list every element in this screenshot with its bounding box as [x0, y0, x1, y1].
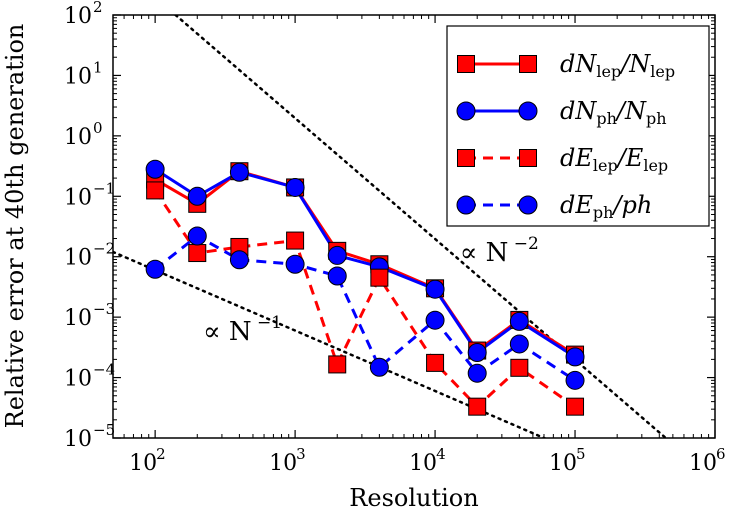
y-tick-exponent: −4 [93, 361, 115, 379]
legend-marker [456, 101, 476, 121]
y-tick-exponent: 0 [93, 119, 103, 137]
y-tick-exponent: −5 [93, 421, 115, 439]
x-tick-exponent: 2 [156, 445, 166, 463]
y-tick-label: 10 [64, 306, 92, 331]
reference-line [174, 15, 668, 438]
reference-lines [113, 15, 668, 438]
legend-marker [519, 55, 537, 73]
x-tick-label: 10 [129, 451, 157, 476]
y-tick-exponent: 1 [93, 58, 103, 76]
slope-annotation-exponent: −1 [257, 313, 282, 333]
data-point [369, 357, 389, 377]
legend-marker [518, 195, 538, 215]
legend-label: dNlep/Nlep [560, 50, 675, 81]
legend-box [446, 25, 710, 227]
data-point [229, 162, 249, 182]
legend-marker [456, 195, 476, 215]
x-tick-exponent: 5 [576, 445, 586, 463]
data-point [565, 370, 585, 390]
y-tick-exponent: −1 [93, 179, 115, 197]
data-point [467, 342, 487, 362]
y-tick-exponent: −3 [93, 300, 115, 318]
data-point [188, 244, 207, 263]
data-point [327, 266, 347, 286]
data-point [229, 250, 249, 270]
legend-marker [519, 149, 537, 167]
legend-marker [518, 101, 538, 121]
y-tick-exponent: 2 [93, 0, 103, 16]
data-point [328, 355, 347, 374]
data-point [285, 254, 305, 274]
x-tick-label: 10 [549, 451, 577, 476]
data-point [145, 159, 165, 179]
x-axis-title: Resolution [349, 484, 478, 512]
y-tick-label: 10 [64, 64, 92, 89]
y-tick-label: 10 [64, 246, 92, 271]
slope-annotation: ∝ N [460, 238, 509, 268]
slope-annotation-exponent: −2 [514, 234, 539, 254]
data-point [327, 245, 347, 265]
y-tick-label: 10 [64, 185, 92, 210]
legend-marker [457, 55, 475, 73]
legend-label: dNph/Nph [560, 97, 667, 128]
series-layer [145, 159, 585, 416]
y-tick-label: 10 [64, 4, 92, 29]
legend-marker [457, 149, 475, 167]
annotations: ∝ N −2∝ N −1 [203, 234, 539, 347]
y-tick-exponent: −2 [93, 240, 115, 258]
y-tick-label: 10 [64, 427, 92, 452]
data-point [509, 311, 529, 331]
reference-line [113, 250, 548, 438]
ticks: 10 2 10 3 10 4 10 5 10 610 −510 −410 −310 −210 −110 010… [64, 0, 726, 476]
data-point [510, 358, 529, 377]
series-line [154, 234, 576, 382]
legend-label: dEph/ph [560, 191, 652, 222]
x-tick-label: 10 [269, 451, 297, 476]
data-point [468, 397, 487, 416]
y-axis-title: Relative error at 40th generation [1, 24, 29, 429]
x-tick-exponent: 4 [436, 445, 446, 463]
slope-annotation: ∝ N [203, 317, 252, 347]
data-point [145, 259, 165, 279]
legend: dNlep/Nlep dNph/Nph dElep/Elep dEph/ph [446, 25, 710, 227]
legend-label: dElep/Elep [560, 144, 668, 175]
y-tick-label: 10 [64, 367, 92, 392]
data-point [285, 177, 305, 197]
data-point [425, 310, 445, 330]
data-point [370, 268, 389, 287]
data-point [565, 347, 585, 367]
x-tick-exponent: 6 [716, 445, 726, 463]
data-point [426, 353, 445, 372]
x-tick-label: 10 [689, 451, 717, 476]
x-tick-label: 10 [409, 451, 437, 476]
data-point [286, 231, 305, 250]
data-point [425, 279, 445, 299]
data-point [187, 186, 207, 206]
data-point [146, 181, 165, 200]
series-line [154, 168, 576, 359]
data-point [509, 334, 529, 354]
y-tick-label: 10 [64, 125, 92, 150]
data-point [467, 363, 487, 383]
x-tick-exponent: 3 [296, 445, 306, 463]
plot-frame [112, 14, 716, 439]
data-point [187, 226, 207, 246]
data-point [566, 397, 585, 416]
